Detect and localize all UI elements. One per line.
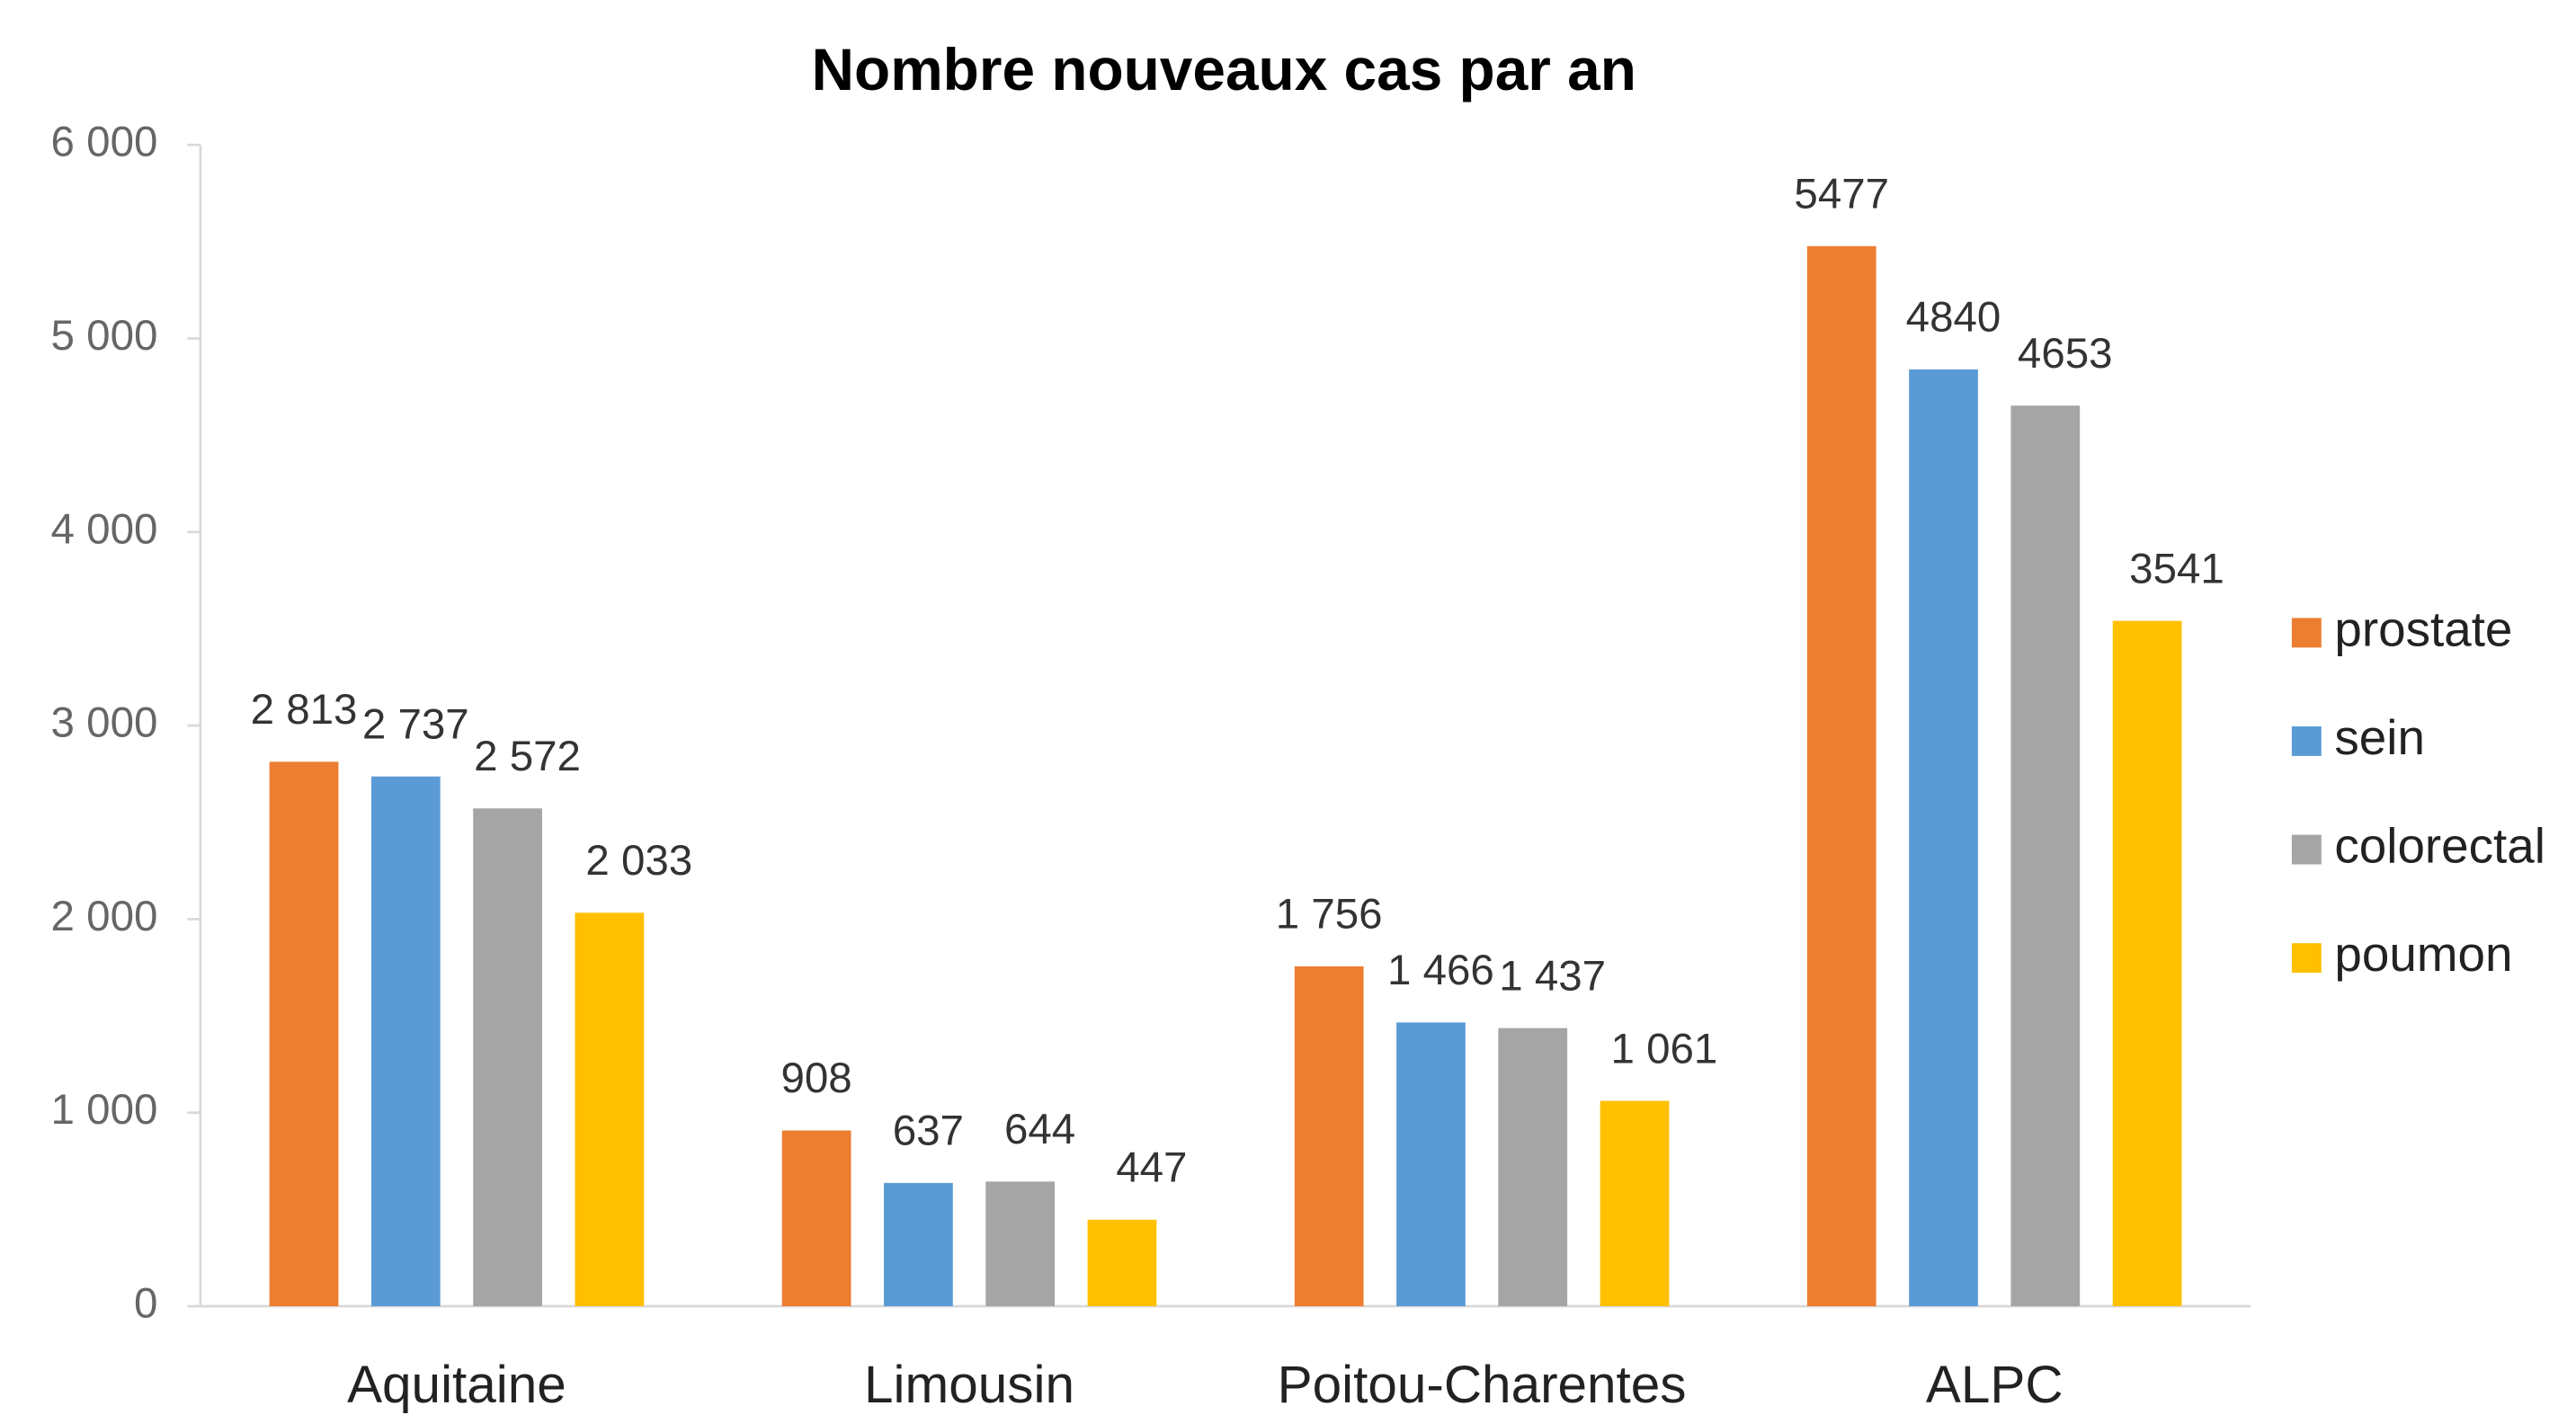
bar — [575, 912, 645, 1307]
bar — [2112, 620, 2182, 1307]
data-label: 637 — [893, 1108, 964, 1155]
data-label: 908 — [780, 1055, 851, 1102]
bar — [781, 1130, 851, 1307]
data-label: 4840 — [1906, 294, 2001, 342]
legend-swatch — [2291, 943, 2322, 974]
legend-label: prostate — [2334, 601, 2512, 656]
y-tick-label: 0 — [134, 1280, 157, 1328]
bar — [1087, 1219, 1157, 1307]
data-label: 1 466 — [1387, 947, 1494, 994]
bar — [1806, 245, 1876, 1307]
y-tick-label: 6 000 — [51, 119, 158, 166]
data-label: 2 737 — [362, 700, 469, 748]
y-tick-label: 4 000 — [51, 505, 158, 553]
chart-title: Nombre nouveaux cas par an — [812, 36, 1636, 102]
data-label: 1 437 — [1499, 952, 1606, 1000]
bar — [2010, 405, 2081, 1307]
data-label: 5477 — [1794, 171, 1889, 218]
data-label: 3541 — [2129, 545, 2224, 592]
bar — [1498, 1028, 1568, 1307]
legend-label: colorectal — [2334, 818, 2545, 874]
y-tick-label: 2 000 — [51, 893, 158, 940]
data-label: 2 572 — [474, 733, 581, 780]
bar — [1909, 369, 1978, 1307]
bar — [269, 761, 339, 1307]
bar — [1396, 1022, 1466, 1307]
bar — [473, 808, 542, 1307]
data-label: 1 061 — [1610, 1025, 1717, 1072]
legend-swatch — [2291, 618, 2322, 648]
data-label: 1 756 — [1276, 891, 1383, 939]
bar — [884, 1182, 953, 1307]
data-label: 644 — [1004, 1106, 1075, 1153]
data-label: 2 033 — [585, 837, 692, 885]
y-tick-label: 3 000 — [51, 699, 158, 747]
legend-swatch — [2291, 834, 2322, 865]
y-tick-label: 1 000 — [51, 1086, 158, 1134]
bar — [370, 776, 441, 1307]
bar — [985, 1181, 1056, 1307]
bar — [1294, 966, 1364, 1307]
y-tick-label: 5 000 — [51, 312, 158, 360]
legend-swatch — [2291, 726, 2322, 756]
data-label: 4653 — [2018, 330, 2113, 378]
x-tick-label: Aquitaine — [347, 1356, 566, 1414]
x-tick-label: Poitou-Charentes — [1278, 1356, 1687, 1414]
legend-label: sein — [2334, 709, 2425, 765]
x-tick-label: ALPC — [1926, 1356, 2063, 1414]
legend-label: poumon — [2334, 926, 2512, 982]
data-label: 447 — [1116, 1144, 1187, 1191]
bar — [1600, 1100, 1670, 1307]
data-label: 2 813 — [251, 686, 358, 734]
x-tick-label: Limousin — [864, 1356, 1074, 1414]
